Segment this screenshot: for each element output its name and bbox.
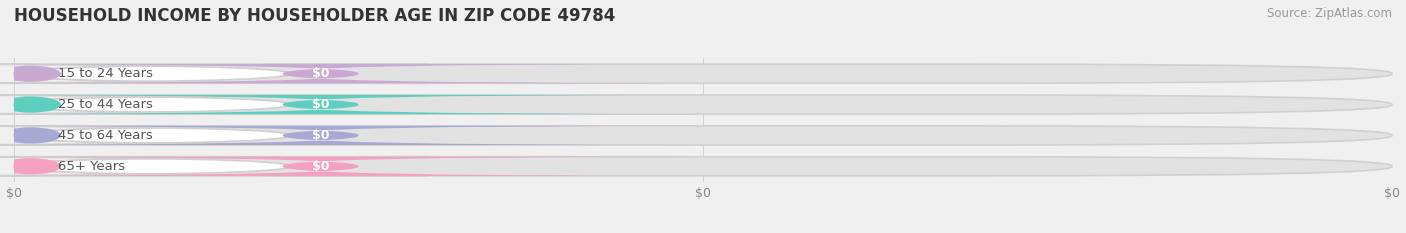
FancyBboxPatch shape (0, 157, 696, 176)
Ellipse shape (0, 127, 60, 144)
FancyBboxPatch shape (14, 64, 1392, 83)
FancyBboxPatch shape (0, 64, 696, 83)
FancyBboxPatch shape (0, 64, 427, 83)
Text: $0: $0 (312, 160, 329, 173)
Text: 15 to 24 Years: 15 to 24 Years (58, 67, 153, 80)
Text: 65+ Years: 65+ Years (58, 160, 125, 173)
Text: $0: $0 (312, 129, 329, 142)
FancyBboxPatch shape (14, 95, 1392, 114)
FancyBboxPatch shape (0, 126, 696, 145)
FancyBboxPatch shape (0, 126, 427, 145)
Ellipse shape (0, 158, 60, 175)
Text: 25 to 44 Years: 25 to 44 Years (58, 98, 153, 111)
FancyBboxPatch shape (14, 157, 1392, 176)
FancyBboxPatch shape (0, 95, 696, 114)
FancyBboxPatch shape (0, 95, 427, 114)
Ellipse shape (0, 96, 60, 113)
FancyBboxPatch shape (14, 126, 1392, 145)
Ellipse shape (0, 65, 60, 82)
FancyBboxPatch shape (0, 157, 427, 176)
Text: $0: $0 (312, 67, 329, 80)
Text: 45 to 64 Years: 45 to 64 Years (58, 129, 153, 142)
Text: HOUSEHOLD INCOME BY HOUSEHOLDER AGE IN ZIP CODE 49784: HOUSEHOLD INCOME BY HOUSEHOLDER AGE IN Z… (14, 7, 616, 25)
Text: $0: $0 (312, 98, 329, 111)
Text: Source: ZipAtlas.com: Source: ZipAtlas.com (1267, 7, 1392, 20)
